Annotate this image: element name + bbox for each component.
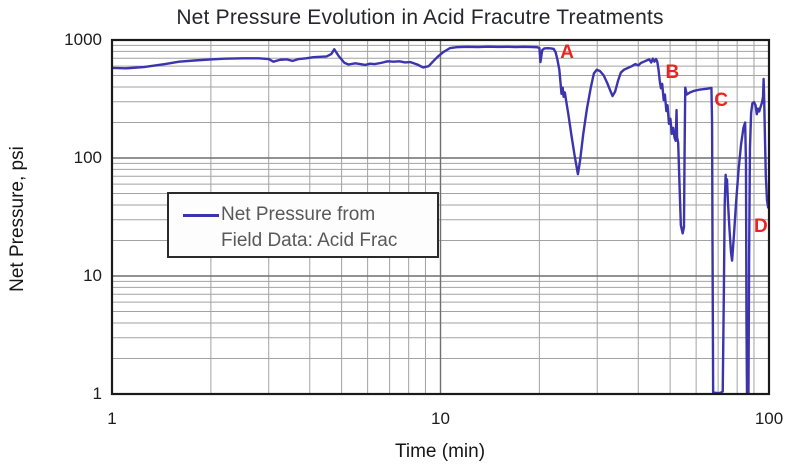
net-pressure-curve: [112, 45, 769, 394]
y-tick-label-10: 10: [83, 266, 102, 285]
plot-border: [110, 38, 771, 396]
legend-line-sample: [183, 214, 219, 217]
y-tick-label-1000: 1000: [64, 30, 102, 49]
chart-title: Net Pressure Evolution in Acid Fracutre …: [176, 6, 664, 29]
x-axis-title: Time (min): [394, 441, 486, 462]
legend-text-line2: Field Data: Acid Frac: [221, 229, 398, 251]
x-tick-label-100: 100: [754, 409, 784, 428]
annotation-B: B: [665, 61, 680, 83]
legend: Net Pressure from Field Data: Acid Frac: [167, 192, 439, 258]
legend-text-line1: Net Pressure from: [221, 204, 376, 225]
x-tick-label-1: 1: [107, 409, 117, 428]
y-tick-label-100: 100: [73, 148, 102, 167]
annotation-A: A: [560, 41, 575, 63]
annotation-D: D: [754, 216, 768, 238]
annotation-C: C: [714, 89, 728, 111]
y-tick-label-1: 1: [92, 384, 102, 403]
x-tick-label-10: 10: [431, 409, 450, 428]
legend-text: Net Pressure from Field Data: Acid Frac: [221, 202, 397, 253]
